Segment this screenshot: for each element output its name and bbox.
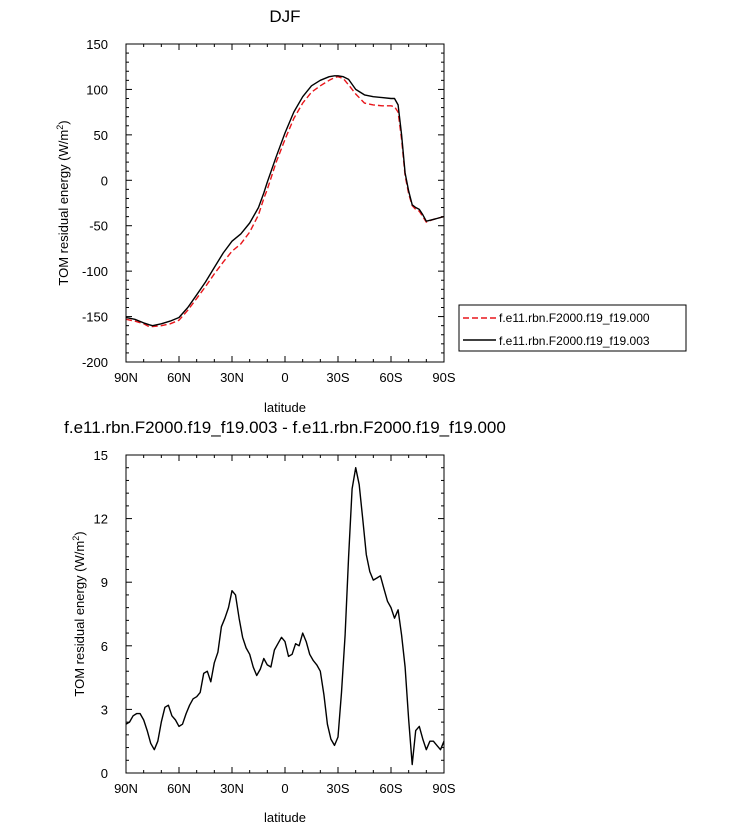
x-tick-label: 60S [379, 781, 402, 796]
y-tick-label: 15 [94, 448, 108, 463]
y-tick-label: 3 [101, 702, 108, 717]
top-y-axis-title-close: ) [56, 120, 71, 124]
x-tick-label: 90N [114, 370, 138, 385]
x-tick-label: 90S [432, 781, 455, 796]
top-x-axis-title: latitude [264, 400, 306, 415]
top-y-axis-title: TOM residual energy (W/m2) [55, 120, 71, 285]
y-tick-label: 0 [101, 173, 108, 188]
legend-label-series-000: f.e11.rbn.F2000.f19_f19.000 [499, 311, 650, 325]
x-tick-label: 60N [167, 370, 191, 385]
y-tick-label: 9 [101, 575, 108, 590]
legend: f.e11.rbn.F2000.f19_f19.000 f.e11.rbn.F2… [458, 304, 687, 352]
bottom-y-tick-labels: 0 3 6 9 12 15 [94, 448, 108, 781]
y-tick-label: -100 [82, 264, 108, 279]
y-tick-label: -200 [82, 355, 108, 370]
x-tick-label: 0 [281, 781, 288, 796]
top-chart-title: DJF [269, 7, 300, 26]
bottom-y-axis-title-main: TOM residual energy (W/m [72, 541, 87, 697]
x-tick-label: 90S [432, 370, 455, 385]
bottom-y-axis-title: TOM residual energy (W/m2) [71, 531, 87, 696]
bottom-y-axis-title-sup: 2 [71, 536, 81, 541]
x-tick-label: 30N [220, 781, 244, 796]
legend-box [458, 304, 687, 352]
bottom-chart-title: f.e11.rbn.F2000.f19_f19.003 - f.e11.rbn.… [64, 418, 506, 437]
bottom-x-tick-labels: 90N 60N 30N 0 30S 60S 90S [114, 781, 456, 796]
y-tick-label: 12 [94, 512, 108, 527]
bottom-plot-frame [125, 454, 445, 774]
series-line-solid-0 [125, 467, 445, 766]
x-tick-label: 30N [220, 370, 244, 385]
top-series-lines [125, 75, 445, 328]
x-tick-label: 30S [326, 781, 349, 796]
x-tick-label: 60N [167, 781, 191, 796]
top-axis-ticks [125, 43, 445, 363]
bottom-series-lines [125, 467, 445, 766]
legend-label-series-003: f.e11.rbn.F2000.f19_f19.003 [499, 334, 650, 348]
series-line-dashed-0 [125, 75, 445, 328]
bottom-x-axis-title: latitude [264, 810, 306, 825]
top-plot-frame [125, 43, 445, 363]
y-tick-label: 6 [101, 639, 108, 654]
x-tick-label: 30S [326, 370, 349, 385]
y-tick-label: -150 [82, 310, 108, 325]
top-y-axis-title-main: TOM residual energy (W/m [56, 130, 71, 286]
top-y-tick-labels: -200 -150 -100 -50 0 50 100 150 [82, 37, 108, 370]
y-tick-label: 150 [86, 37, 108, 52]
y-tick-label: -50 [89, 219, 108, 234]
x-tick-label: 90N [114, 781, 138, 796]
bottom-y-axis-title-close: ) [72, 531, 87, 535]
series-line-solid-1 [125, 75, 445, 327]
y-tick-label: 100 [86, 82, 108, 97]
top-panel: DJF 90N 60N 30N 0 30S 60S 90S -200 -150 -100 -50 0… [55, 7, 687, 415]
y-tick-label: 0 [101, 766, 108, 781]
bottom-panel: f.e11.rbn.F2000.f19_f19.003 - f.e11.rbn.… [64, 418, 506, 825]
x-tick-label: 60S [379, 370, 402, 385]
top-x-tick-labels: 90N 60N 30N 0 30S 60S 90S [114, 370, 456, 385]
x-tick-label: 0 [281, 370, 288, 385]
y-tick-label: 50 [94, 128, 108, 143]
top-y-axis-title-sup: 2 [55, 125, 65, 130]
